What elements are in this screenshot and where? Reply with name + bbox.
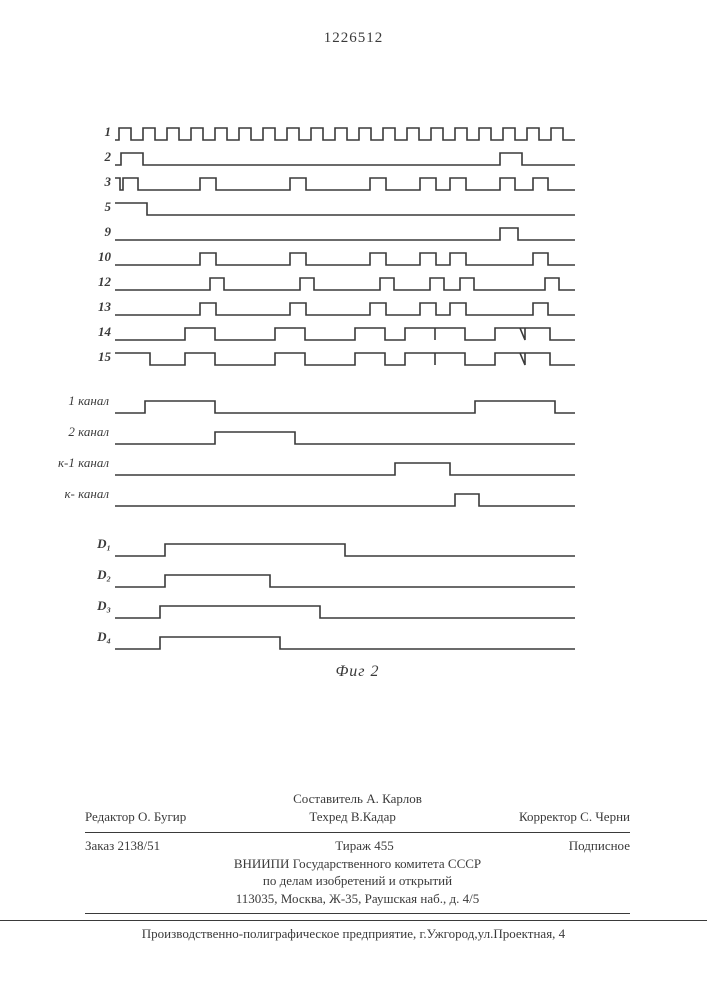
waveform-label: 15 xyxy=(95,349,111,365)
waveform-label: к-1 канал xyxy=(57,455,109,471)
waveform-label: 2 xyxy=(95,149,111,165)
waveform-label: D₃ xyxy=(95,598,111,614)
waveform-row: 9 xyxy=(115,220,600,244)
waveform-svg xyxy=(115,195,575,217)
compiler-line: Составитель А. Карлов xyxy=(85,790,630,808)
waveform-label: 9 xyxy=(95,224,111,240)
waveform-svg xyxy=(115,170,575,192)
waveform-row: 2 xyxy=(115,145,600,169)
org1: ВНИИПИ Государственного комитета СССР xyxy=(85,855,630,873)
waveform-svg xyxy=(115,145,575,167)
waveform-svg xyxy=(115,345,575,367)
divider-2 xyxy=(85,913,630,914)
waveform-row: D₄ xyxy=(115,625,600,655)
waveform-row: D₁ xyxy=(115,532,600,562)
waveform-label: 10 xyxy=(95,249,111,265)
bottom-rule xyxy=(0,920,707,921)
waveform-row: D₂ xyxy=(115,563,600,593)
waveform-svg xyxy=(115,451,575,477)
waveform-label: 13 xyxy=(95,299,111,315)
waveform-row: 12 xyxy=(115,270,600,294)
waveform-row: 10 xyxy=(115,245,600,269)
waveform-row: 5 xyxy=(115,195,600,219)
waveform-svg xyxy=(115,420,575,446)
waveform-label: к- канал xyxy=(57,486,109,502)
waveform-svg xyxy=(115,245,575,267)
timing-diagram: 1235910121314151 канал2 каналк-1 каналк-… xyxy=(115,120,600,681)
waveform-svg xyxy=(115,563,575,589)
waveform-row: D₃ xyxy=(115,594,600,624)
waveform-label: 2 канал xyxy=(57,424,109,440)
waveform-row: 13 xyxy=(115,295,600,319)
waveform-label: 1 xyxy=(95,124,111,140)
footer-block: Составитель А. Карлов Редактор О. Бугир … xyxy=(85,790,630,918)
waveform-row: 2 канал xyxy=(115,420,600,450)
waveform-label: 5 xyxy=(95,199,111,215)
waveform-svg xyxy=(115,625,575,651)
page-number: 1226512 xyxy=(324,30,384,47)
waveform-row: 15 xyxy=(115,345,600,369)
waveform-label: 1 канал xyxy=(57,393,109,409)
credits-row: Редактор О. Бугир Техред В.Кадар Коррект… xyxy=(85,808,630,826)
waveform-svg xyxy=(115,220,575,242)
waveform-svg xyxy=(115,320,575,342)
waveform-row: к-1 канал xyxy=(115,451,600,481)
waveform-row: к- канал xyxy=(115,482,600,512)
waveform-svg xyxy=(115,532,575,558)
waveform-svg xyxy=(115,270,575,292)
waveform-row: 14 xyxy=(115,320,600,344)
waveform-svg xyxy=(115,295,575,317)
waveform-row: 3 xyxy=(115,170,600,194)
techred: Техред В.Кадар xyxy=(309,809,396,825)
org2: по делам изобретений и открытий xyxy=(85,872,630,890)
address: 113035, Москва, Ж-35, Раушская наб., д. … xyxy=(85,890,630,908)
waveform-label: 3 xyxy=(95,174,111,190)
figure-label: Фиг 2 xyxy=(115,663,600,681)
subscription: Подписное xyxy=(569,838,630,854)
waveform-svg xyxy=(115,594,575,620)
order: Заказ 2138/51 xyxy=(85,838,160,854)
waveform-row: 1 xyxy=(115,120,600,144)
waveform-label: 12 xyxy=(95,274,111,290)
editor: Редактор О. Бугир xyxy=(85,809,186,825)
waveform-label: D₄ xyxy=(95,629,111,645)
circulation: Тираж 455 xyxy=(335,838,394,854)
waveform-row: 1 канал xyxy=(115,389,600,419)
order-row: Заказ 2138/51 Тираж 455 Подписное xyxy=(85,837,630,855)
waveform-svg xyxy=(115,120,575,142)
bottom-text: Производственно-полиграфическое предприя… xyxy=(0,926,707,942)
waveform-label: D₂ xyxy=(95,567,111,583)
waveform-svg xyxy=(115,389,575,415)
waveform-label: 14 xyxy=(95,324,111,340)
divider xyxy=(85,832,630,833)
waveform-label: D₁ xyxy=(95,536,111,552)
waveform-svg xyxy=(115,482,575,508)
corrector: Корректор С. Черни xyxy=(519,809,630,825)
